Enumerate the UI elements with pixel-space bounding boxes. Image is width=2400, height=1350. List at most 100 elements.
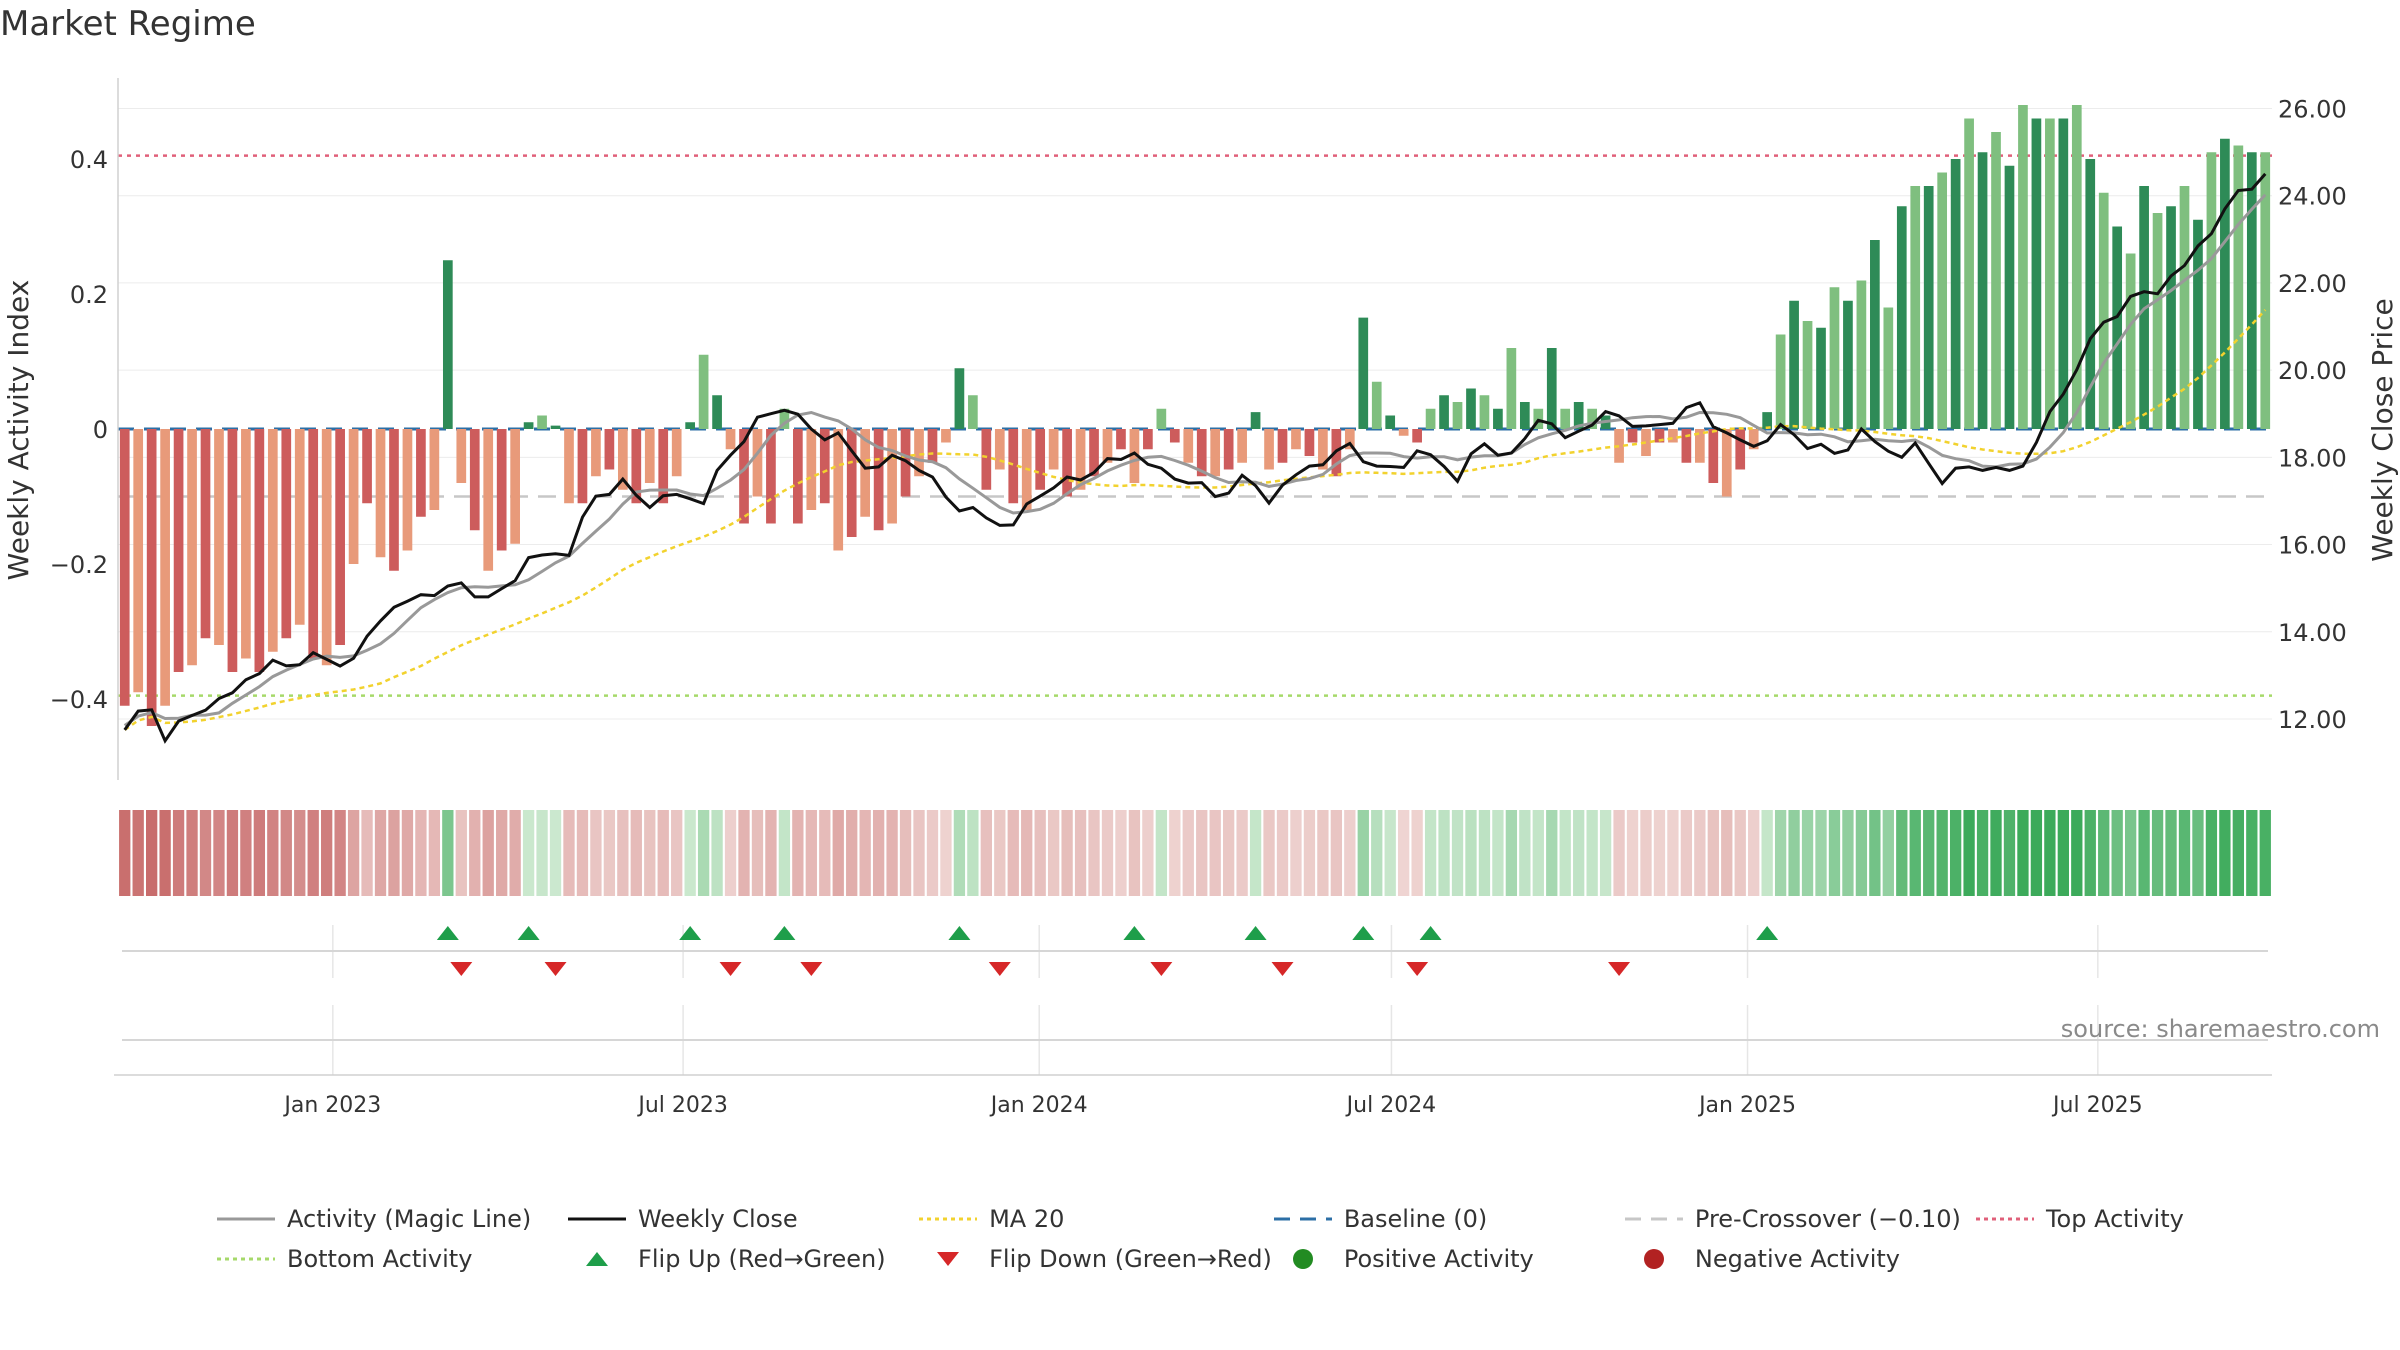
- heatmap-cell: [1303, 810, 1316, 896]
- activity-bar: [1843, 300, 1853, 429]
- heatmap-cell: [994, 810, 1006, 896]
- activity-bar: [1304, 429, 1315, 456]
- activity-bar: [2166, 206, 2176, 429]
- activity-bar: [2193, 219, 2203, 429]
- heatmap-cell: [280, 810, 292, 896]
- heatmap-cell: [1573, 810, 1585, 896]
- heatmap-cell: [1223, 810, 1235, 896]
- right-tick-label: 16.00: [2278, 532, 2347, 560]
- heatmap-cell: [1196, 810, 1208, 896]
- heatmap-cell: [213, 810, 225, 896]
- heatmap-cell: [1061, 810, 1073, 896]
- activity-bar: [1546, 348, 1557, 429]
- activity-bar: [1627, 429, 1638, 443]
- activity-bar: [1412, 429, 1422, 443]
- activity-bar: [2004, 165, 2015, 429]
- activity-bar: [1735, 429, 1746, 470]
- activity-bar: [685, 422, 696, 429]
- flip-up-marker: [679, 926, 702, 940]
- heatmap-cell: [482, 810, 494, 896]
- legend-label: Top Activity: [2045, 1205, 2184, 1233]
- heatmap-cell: [1828, 810, 1841, 896]
- heatmap-cell: [1438, 810, 1450, 896]
- x-tick-label: Jan 2025: [1697, 1093, 1796, 1118]
- activity-bar: [1089, 429, 1099, 477]
- activity-bar: [1950, 159, 1961, 429]
- legend-item: Activity (Magic Line): [215, 1205, 566, 1233]
- activity-bar: [833, 429, 844, 551]
- activity-bar: [483, 429, 494, 571]
- main-gridlines: [118, 108, 2272, 720]
- heatmap-cell: [603, 810, 616, 896]
- heatmap-cell: [576, 810, 589, 896]
- legend-label: Flip Up (Red→Green): [638, 1245, 886, 1273]
- activity-bar: [1694, 429, 1705, 463]
- flip-down-marker: [1406, 962, 1429, 976]
- activity-bar: [1129, 429, 1140, 483]
- ma20-line: [123, 309, 2267, 731]
- heatmap-cell: [1667, 810, 1679, 896]
- heatmap-cell: [2098, 810, 2110, 896]
- left-tick-label: −0.2: [50, 551, 108, 579]
- x-tick-label: Jul 2023: [636, 1093, 728, 1118]
- left-tick-label: −0.4: [50, 686, 108, 714]
- activity-bar: [1358, 317, 1369, 429]
- heatmap-cell: [1398, 810, 1410, 896]
- right-tick-label: 22.00: [2278, 270, 2347, 298]
- heatmap-cell: [1815, 810, 1827, 896]
- heatmap-cell: [940, 810, 952, 896]
- legend-swatch-icon: [1643, 1249, 1664, 1269]
- activity-bar: [1008, 429, 1019, 504]
- activity-bar: [321, 429, 332, 666]
- activity-bar: [927, 429, 938, 463]
- heatmap-cell: [2057, 810, 2069, 896]
- flip-up-marker: [436, 926, 459, 940]
- activity-bar: [1048, 429, 1059, 470]
- activity-bar: [2233, 145, 2244, 429]
- heatmap-cell: [630, 810, 642, 896]
- heatmap-cell: [1774, 810, 1787, 896]
- activity-bar: [1654, 429, 1665, 443]
- left-tick-label: 0.2: [70, 281, 108, 309]
- legend-item: Positive Activity: [1272, 1245, 1623, 1273]
- weekly-close-line: [123, 172, 2267, 744]
- x-tick-label: Jan 2023: [282, 1093, 381, 1118]
- heatmap-cell: [2124, 810, 2137, 896]
- left-tick-label: 0: [93, 416, 108, 444]
- flip-up-marker: [1244, 926, 1267, 940]
- heatmap-cell: [2205, 810, 2218, 896]
- activity-bar: [873, 429, 884, 531]
- flip-up-marker: [773, 926, 796, 940]
- heatmap-cell: [1801, 810, 1814, 896]
- activity-bar: [1641, 429, 1651, 456]
- heatmap-cell: [1209, 810, 1221, 896]
- flip-down-marker: [1608, 962, 1631, 976]
- activity-bar: [1816, 327, 1826, 429]
- flip-down-marker: [800, 962, 823, 976]
- heatmap-cell: [657, 810, 669, 896]
- activity-bar: [954, 368, 965, 429]
- heatmap-cell: [2178, 810, 2191, 896]
- activity-bar: [1775, 334, 1786, 429]
- activity-bar: [1721, 429, 1732, 497]
- heatmap-cell: [1707, 810, 1719, 896]
- heatmap-cell: [401, 810, 414, 896]
- flip-down-marker: [988, 962, 1011, 976]
- x-tick-label: Jan 2024: [989, 1093, 1088, 1118]
- activity-bar: [335, 429, 345, 645]
- activity-bar: [577, 429, 588, 504]
- heatmap-cell: [172, 810, 185, 896]
- activity-bar: [981, 429, 992, 490]
- heatmap-cell: [1694, 810, 1706, 896]
- activity-bar: [173, 429, 184, 672]
- activity-bar: [1264, 429, 1274, 470]
- activity-bar: [1318, 429, 1328, 470]
- activity-bar: [2058, 118, 2069, 429]
- activity-bar: [1371, 381, 1382, 429]
- activity-bar: [819, 429, 830, 504]
- legend-item: Flip Down (Green→Red): [917, 1245, 1272, 1273]
- heatmap-cell: [832, 810, 844, 896]
- flip-up-marker: [517, 926, 540, 940]
- activity-bar: [1964, 118, 1974, 429]
